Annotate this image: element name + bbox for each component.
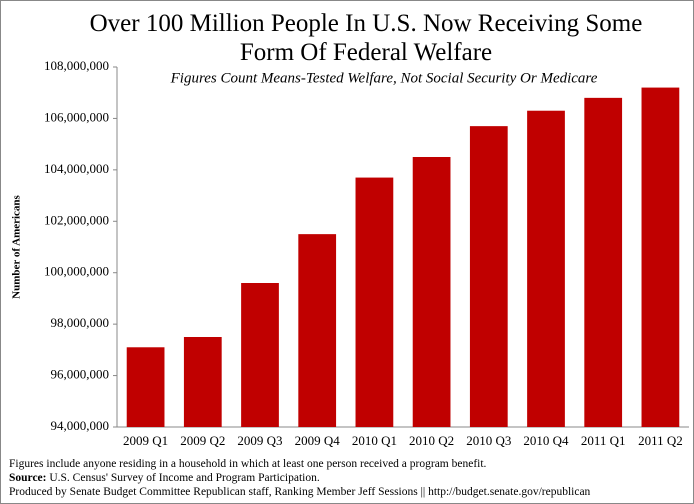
source-line: Source: U.S. Census' Survey of Income an… — [9, 471, 590, 485]
bar — [241, 283, 279, 427]
x-tick-label: 2011 Q1 — [581, 433, 626, 448]
y-axis-label: Number of Americans — [11, 194, 23, 298]
y-tick-label: 102,000,000 — [44, 212, 109, 227]
y-tick-label: 104,000,000 — [44, 161, 109, 176]
bar — [355, 177, 394, 427]
y-tick-label: 94,000,000 — [51, 418, 110, 433]
y-tick-label: 106,000,000 — [44, 109, 109, 124]
x-tick-label: 2009 Q4 — [295, 433, 341, 448]
source: U.S. Census' Survey of Income and Progra… — [49, 472, 320, 484]
bar — [641, 87, 680, 428]
x-tick-label: 2009 Q2 — [180, 433, 225, 448]
footnotes: Figures include anyone residing in a hou… — [9, 457, 590, 499]
bar — [298, 234, 337, 427]
credit: Produced by Senate Budget Committee Repu… — [9, 486, 591, 498]
x-tick-label: 2010 Q2 — [409, 433, 454, 448]
x-tick-label: 2010 Q1 — [352, 433, 397, 448]
y-tick-label: 100,000,000 — [44, 264, 109, 279]
x-tick-label: 2010 Q3 — [466, 433, 511, 448]
note: Figures include anyone residing in a hou… — [9, 458, 487, 470]
bar — [469, 126, 508, 428]
bar — [183, 337, 222, 427]
x-tick-label: 2011 Q2 — [638, 433, 683, 448]
chart-subtitle: Figures Count Means-Tested Welfare, Not … — [170, 70, 598, 86]
x-tick-label: 2009 Q3 — [237, 433, 282, 448]
x-tick-label: 2010 Q4 — [523, 433, 569, 448]
source-label: Source: — [9, 472, 47, 484]
y-tick-label: 108,000,000 — [44, 58, 109, 73]
bar — [527, 110, 565, 427]
y-tick-label: 96,000,000 — [51, 367, 110, 382]
bar — [126, 347, 165, 427]
x-tick-label: 2009 Q1 — [123, 433, 168, 448]
y-tick-label: 98,000,000 — [51, 315, 110, 330]
bar — [412, 157, 451, 427]
bar — [584, 97, 623, 427]
chart-title: Over 100 Million People In U.S. Now Rece… — [89, 10, 643, 66]
